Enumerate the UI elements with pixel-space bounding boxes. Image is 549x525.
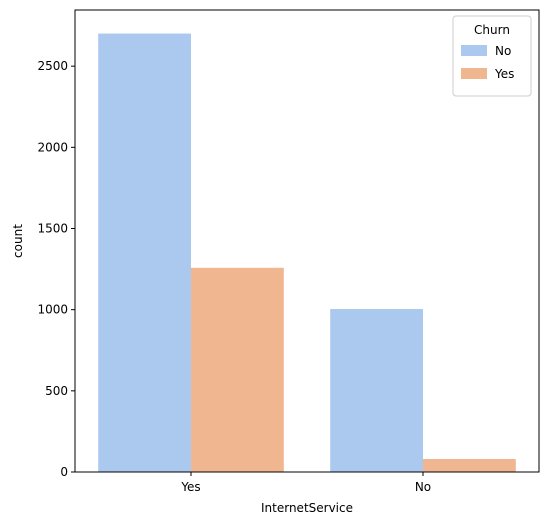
y-tick-label: 2500 <box>37 59 68 73</box>
x-tick-label: Yes <box>180 480 200 494</box>
legend-title: Churn <box>474 23 510 37</box>
y-tick-label: 500 <box>45 384 68 398</box>
legend-swatch <box>461 68 487 79</box>
y-tick-label: 1000 <box>37 303 68 317</box>
bar-yes-churn-no <box>98 33 191 472</box>
bar-no-churn-yes <box>423 459 516 472</box>
y-tick-label: 1500 <box>37 222 68 236</box>
legend-label: No <box>495 44 511 58</box>
y-axis-ticks: 0 500 1000 1500 2000 2500 <box>37 59 75 479</box>
y-axis-label: count <box>11 224 25 258</box>
legend-label: Yes <box>494 67 514 81</box>
legend-items: No Yes <box>461 44 514 81</box>
x-axis-ticks: Yes No <box>180 472 431 494</box>
bar-no-churn-no <box>330 309 423 472</box>
y-tick-label: 2000 <box>37 140 68 154</box>
x-axis-label: InternetService <box>261 501 353 515</box>
legend-swatch <box>461 45 487 56</box>
plot-frame <box>74 9 540 473</box>
y-tick-label: 0 <box>60 465 68 479</box>
legend: Churn No Yes <box>452 15 532 97</box>
bars-layer <box>98 33 516 472</box>
bar-yes-churn-yes <box>191 267 284 472</box>
x-tick-label: No <box>415 480 431 494</box>
